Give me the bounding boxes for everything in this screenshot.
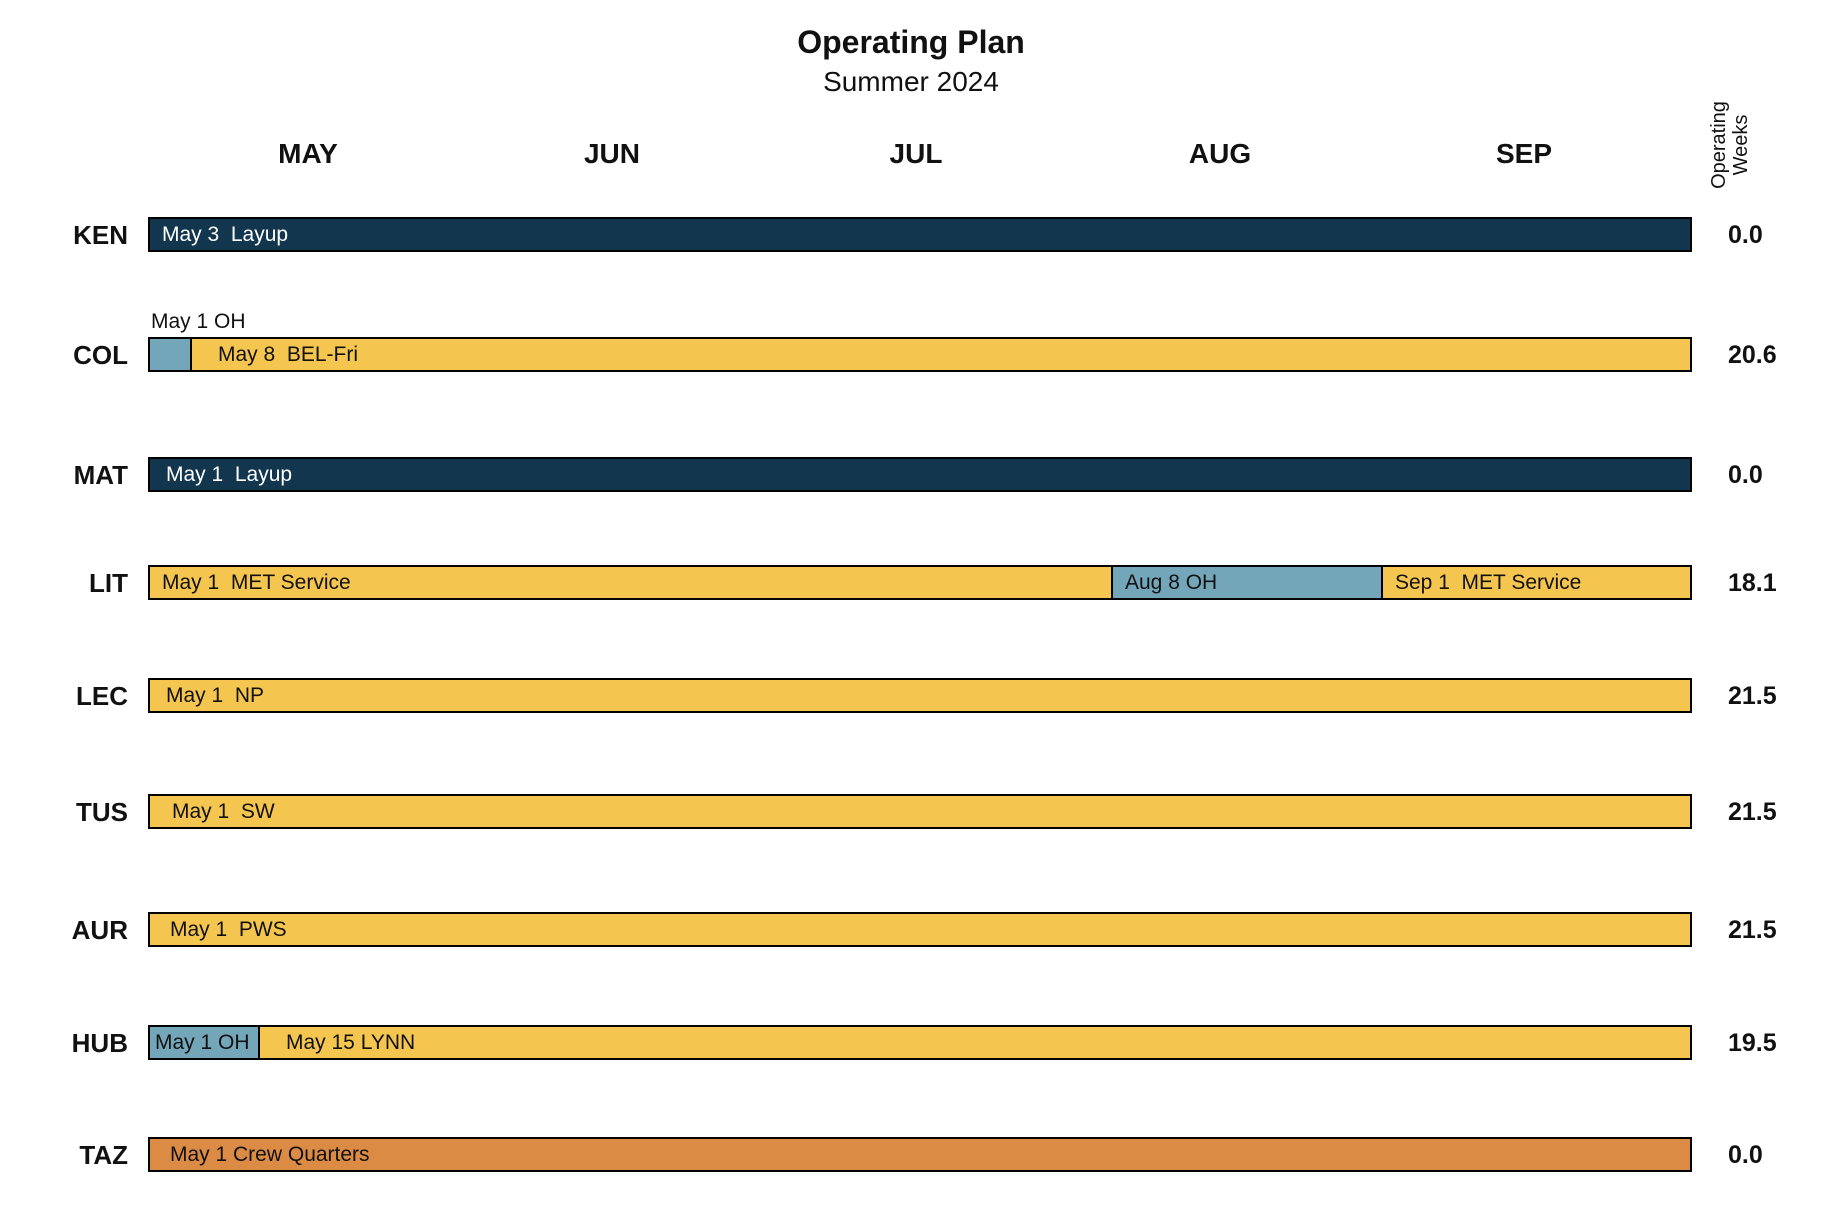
operating-weeks-value-lec: 21.5 xyxy=(1728,682,1777,710)
row-label-lec: LEC xyxy=(76,681,128,711)
segment-label: May 1 PWS xyxy=(170,917,287,941)
segment-label: May 15 LYNN xyxy=(286,1030,416,1054)
segment-label: May 3 Layup xyxy=(162,222,289,246)
month-label-jul: JUL xyxy=(889,138,943,169)
row-label-col: COL xyxy=(73,340,128,370)
bar-segment-lit-0: May 1 MET Service xyxy=(148,565,1113,600)
bar-segment-lit-2: Sep 1 MET Service xyxy=(1381,565,1692,600)
segment-label: May 1 MET Service xyxy=(162,570,351,594)
operating-weeks-value-ken: 0.0 xyxy=(1728,221,1763,249)
bar-segment-lit-1: Aug 8 OH xyxy=(1111,565,1383,600)
bar-segment-taz-0: May 1 Crew Quarters xyxy=(148,1137,1692,1172)
bar-segment-tus-0: May 1 SW xyxy=(148,794,1692,829)
row-label-mat: MAT xyxy=(73,460,128,490)
row-label-tus: TUS xyxy=(76,797,128,827)
page-title: Operating Plan xyxy=(797,24,1025,60)
operating-weeks-value-hub: 19.5 xyxy=(1728,1029,1777,1057)
segment-label: May 1 Crew Quarters xyxy=(170,1142,370,1166)
segment-label: May 1 SW xyxy=(172,799,275,823)
bar-segment-hub-1: May 15 LYNN xyxy=(258,1025,1692,1060)
month-label-may: MAY xyxy=(278,138,338,169)
row-col-above-label: May 1 OH xyxy=(151,310,246,333)
bar-segment-col-0 xyxy=(148,337,192,372)
row-label-ken: KEN xyxy=(73,220,128,250)
segment-label: Sep 1 MET Service xyxy=(1395,570,1582,594)
segment-label: May 1 OH xyxy=(155,1030,250,1054)
segment-label: May 8 BEL-Fri xyxy=(218,342,359,366)
operating-weeks-value-mat: 0.0 xyxy=(1728,461,1763,489)
row-label-aur: AUR xyxy=(71,915,128,945)
row-label-hub: HUB xyxy=(71,1028,128,1058)
operating-weeks-column-header: Operating Weeks xyxy=(1708,101,1752,189)
bar-segment-mat-0: May 1 Layup xyxy=(148,457,1692,492)
month-label-sep: SEP xyxy=(1495,138,1553,169)
row-label-taz: TAZ xyxy=(79,1140,128,1170)
segment-label: May 1 Layup xyxy=(166,462,293,486)
bar-segment-col-1: May 8 BEL-Fri xyxy=(190,337,1692,372)
month-label-jun: JUN xyxy=(583,138,640,169)
operating-weeks-value-col: 20.6 xyxy=(1728,341,1777,369)
bar-segment-ken-0: May 3 Layup xyxy=(148,217,1692,252)
operating-weeks-value-taz: 0.0 xyxy=(1728,1141,1763,1169)
page-subtitle: Summer 2024 xyxy=(823,66,999,97)
operating-weeks-value-aur: 21.5 xyxy=(1728,916,1777,944)
operating-weeks-value-tus: 21.5 xyxy=(1728,798,1777,826)
segment-label: May 1 NP xyxy=(166,683,265,707)
operating-weeks-value-lit: 18.1 xyxy=(1728,569,1777,597)
bar-segment-aur-0: May 1 PWS xyxy=(148,912,1692,947)
bar-segment-lec-0: May 1 NP xyxy=(148,678,1692,713)
row-label-lit: LIT xyxy=(89,568,128,598)
bar-segment-hub-0: May 1 OH xyxy=(148,1025,260,1060)
month-label-aug: AUG xyxy=(1188,138,1252,169)
segment-label: Aug 8 OH xyxy=(1125,570,1218,594)
